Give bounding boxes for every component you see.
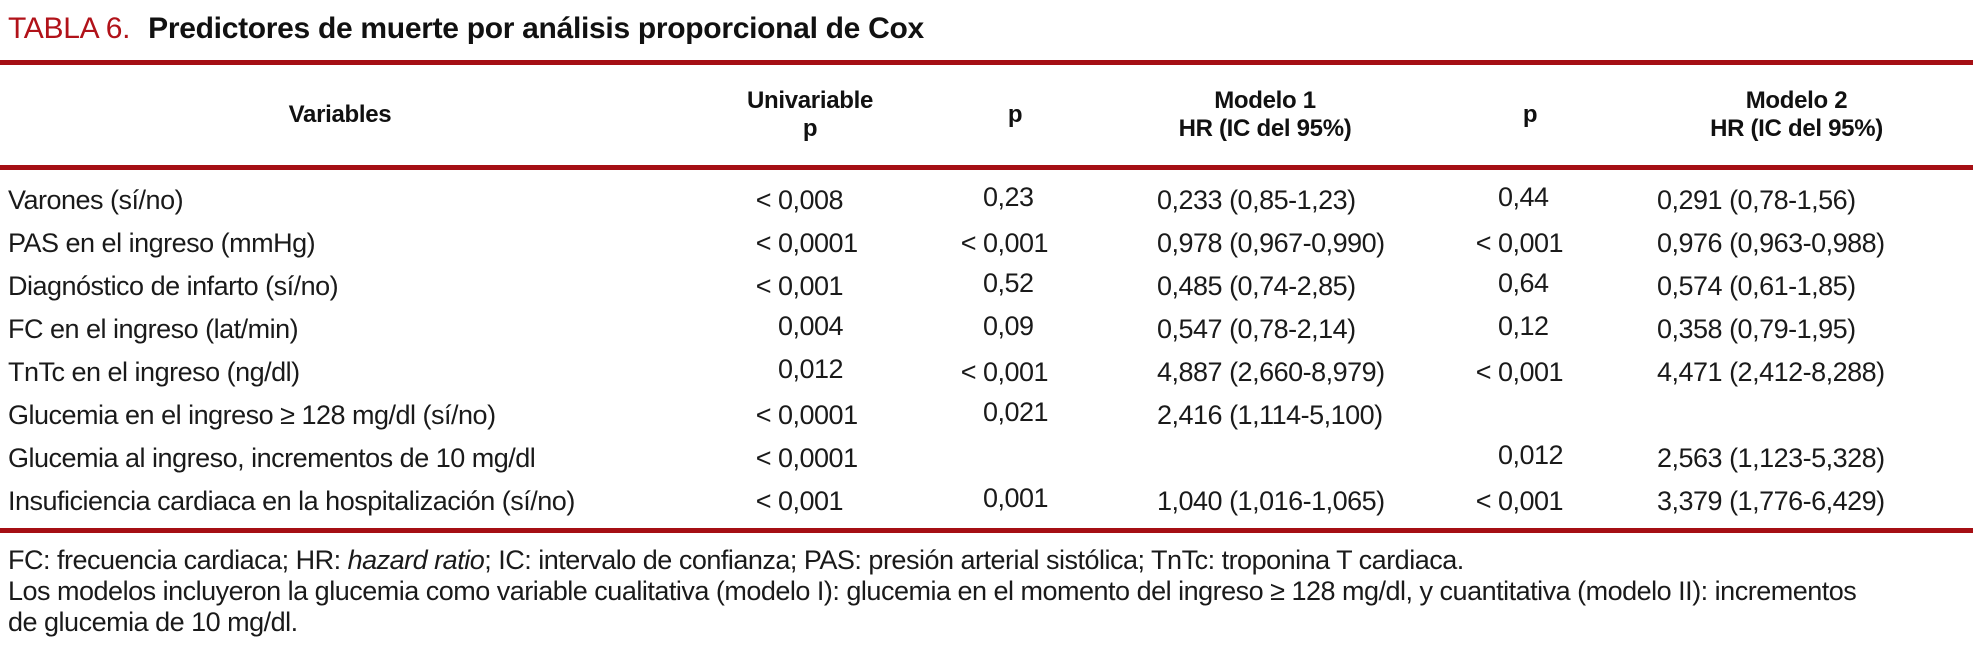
model2-p-cell: <0,001	[1475, 486, 1564, 516]
model2-p-cell: 0,44	[1440, 168, 1620, 223]
table-title: TABLA 6. Predictores de muerte por análi…	[8, 10, 1965, 47]
variable-cell: Glucemia al ingreso, incrementos de 10 m…	[8, 443, 536, 473]
header-p-model1: p	[940, 65, 1090, 170]
less-than-sign	[959, 311, 976, 342]
less-than-sign	[959, 268, 976, 299]
univariable-p-cell: <0,001	[755, 271, 844, 301]
model1-hr-cell: 0,485 (0,74-2,85)	[1157, 271, 1356, 301]
model1-p-cell: 0,001	[940, 480, 1090, 528]
variable-cell: TnTc en el ingreso (ng/dl)	[8, 357, 300, 387]
table-title-text: Predictores de muerte por análisis propo…	[148, 12, 924, 45]
table-footnotes: FC: frecuencia cardiaca; HR: hazard rati…	[8, 545, 1965, 638]
table-row: Varones (sí/no) <0,008 0,23 0,233 (0,85-…	[0, 168, 1973, 223]
table-body: Varones (sí/no) <0,008 0,23 0,233 (0,85-…	[0, 168, 1973, 529]
less-than-sign: <	[755, 185, 772, 215]
model1-hr-cell: 0,233 (0,85-1,23)	[1157, 185, 1356, 215]
less-than-sign	[1474, 182, 1491, 213]
cox-regression-table: Variables Univariable p p Modelo 1 HR (I…	[0, 65, 1973, 528]
header-model1-hr: Modelo 1 HR (IC del 95%)	[1090, 65, 1440, 170]
univariable-p-cell: <0,0001	[755, 400, 858, 430]
header-model2-hr: Modelo 2 HR (IC del 95%)	[1620, 65, 1973, 170]
less-than-sign: <	[1475, 228, 1492, 258]
less-than-sign: <	[1475, 357, 1492, 387]
model2-p-cell: 0,12	[1440, 308, 1620, 351]
less-than-sign	[754, 354, 771, 385]
hazard-ratio-italic: hazard ratio	[347, 545, 485, 575]
variable-cell: Diagnóstico de infarto (sí/no)	[8, 271, 339, 301]
less-than-sign: <	[755, 443, 772, 473]
less-than-sign	[959, 182, 976, 213]
less-than-sign	[1474, 268, 1491, 299]
variable-cell: Insuficiencia cardiaca en la hospitaliza…	[8, 486, 575, 516]
table-row: TnTc en el ingreso (ng/dl) 0,012 <0,001 …	[0, 351, 1973, 394]
model1-p-cell	[940, 437, 1090, 480]
model1-hr-cell: 0,978 (0,967-0,990)	[1157, 228, 1385, 258]
red-rule-top	[0, 60, 1973, 65]
univariable-p-cell: 0,004	[680, 308, 940, 351]
model2-p-cell: <0,001	[1475, 357, 1564, 387]
model1-p-cell: <0,001	[960, 357, 1049, 387]
model2-hr-cell: 0,358 (0,79-1,95)	[1657, 314, 1856, 344]
less-than-sign: <	[960, 357, 977, 387]
model1-hr-cell: 2,416 (1,114-5,100)	[1157, 400, 1383, 430]
table-row: Glucemia en el ingreso ≥ 128 mg/dl (sí/n…	[0, 394, 1973, 437]
model1-hr-cell: 4,887 (2,660-8,979)	[1157, 357, 1385, 387]
less-than-sign	[959, 483, 976, 514]
variable-cell: FC en el ingreso (lat/min)	[8, 314, 299, 344]
model1-p-cell: 0,52	[940, 265, 1090, 308]
model2-hr-cell: 0,574 (0,61-1,85)	[1657, 271, 1856, 301]
less-than-sign: <	[755, 271, 772, 301]
table-row: Insuficiencia cardiaca en la hospitaliza…	[0, 480, 1973, 528]
model2-hr-cell	[1620, 394, 1973, 437]
header-p-model2: p	[1440, 65, 1620, 170]
header-univariable-p: Univariable p	[680, 65, 940, 170]
table-row: Glucemia al ingreso, incrementos de 10 m…	[0, 437, 1973, 480]
model2-hr-cell: 0,291 (0,78-1,56)	[1657, 185, 1856, 215]
model2-p-cell	[1440, 394, 1620, 437]
univariable-p-cell: <0,008	[755, 185, 844, 215]
table-row: Diagnóstico de infarto (sí/no) <0,001 0,…	[0, 265, 1973, 308]
less-than-sign: <	[755, 486, 772, 516]
model1-p-cell: 0,021	[940, 394, 1090, 437]
less-than-sign: <	[755, 228, 772, 258]
variable-cell: PAS en el ingreso (mmHg)	[8, 228, 316, 258]
univariable-p-cell: 0,012	[680, 351, 940, 394]
table-number-label: TABLA 6.	[8, 12, 131, 45]
less-than-sign	[754, 311, 771, 342]
model1-p-cell: <0,001	[960, 228, 1049, 258]
less-than-sign: <	[960, 228, 977, 258]
less-than-sign: <	[1475, 486, 1492, 516]
model1-p-cell: 0,23	[940, 168, 1090, 223]
less-than-sign	[1474, 311, 1491, 342]
table-row: PAS en el ingreso (mmHg) <0,0001 <0,001 …	[0, 222, 1973, 265]
model1-hr-cell	[1090, 437, 1440, 480]
red-rule-bottom	[0, 528, 1973, 533]
model2-p-cell: 0,012	[1440, 437, 1620, 480]
univariable-p-cell: <0,001	[755, 486, 844, 516]
less-than-sign: <	[755, 400, 772, 430]
variable-cell: Varones (sí/no)	[8, 185, 184, 215]
header-variables: Variables	[0, 65, 680, 170]
variable-cell: Glucemia en el ingreso ≥ 128 mg/dl (sí/n…	[8, 400, 496, 430]
model2-p-cell: 0,64	[1440, 265, 1620, 308]
univariable-p-cell: <0,0001	[755, 228, 858, 258]
univariable-p-cell: <0,0001	[755, 443, 858, 473]
model2-hr-cell: 3,379 (1,776-6,429)	[1657, 486, 1885, 516]
model1-p-cell: 0,09	[940, 308, 1090, 351]
table-header: Variables Univariable p p Modelo 1 HR (I…	[0, 65, 1973, 170]
model1-hr-cell: 0,547 (0,78-2,14)	[1157, 314, 1356, 344]
model2-hr-cell: 4,471 (2,412-8,288)	[1657, 357, 1885, 387]
footnote-abbreviations: FC: frecuencia cardiaca; HR: hazard rati…	[8, 545, 1464, 575]
footnote-models-line2: de glucemia de 10 mg/dl.	[8, 607, 298, 637]
footnote-models-line1: Los modelos incluyeron la glucemia como …	[8, 576, 1857, 606]
model1-hr-cell: 1,040 (1,016-1,065)	[1157, 486, 1385, 516]
header-row: Variables Univariable p p Modelo 1 HR (I…	[0, 65, 1973, 170]
model2-hr-cell: 0,976 (0,963-0,988)	[1657, 228, 1885, 258]
model2-p-cell: <0,001	[1475, 228, 1564, 258]
less-than-sign	[1474, 440, 1491, 471]
model2-hr-cell: 2,563 (1,123-5,328)	[1657, 443, 1885, 473]
table-row: FC en el ingreso (lat/min) 0,004 0,09 0,…	[0, 308, 1973, 351]
less-than-sign	[959, 397, 976, 428]
